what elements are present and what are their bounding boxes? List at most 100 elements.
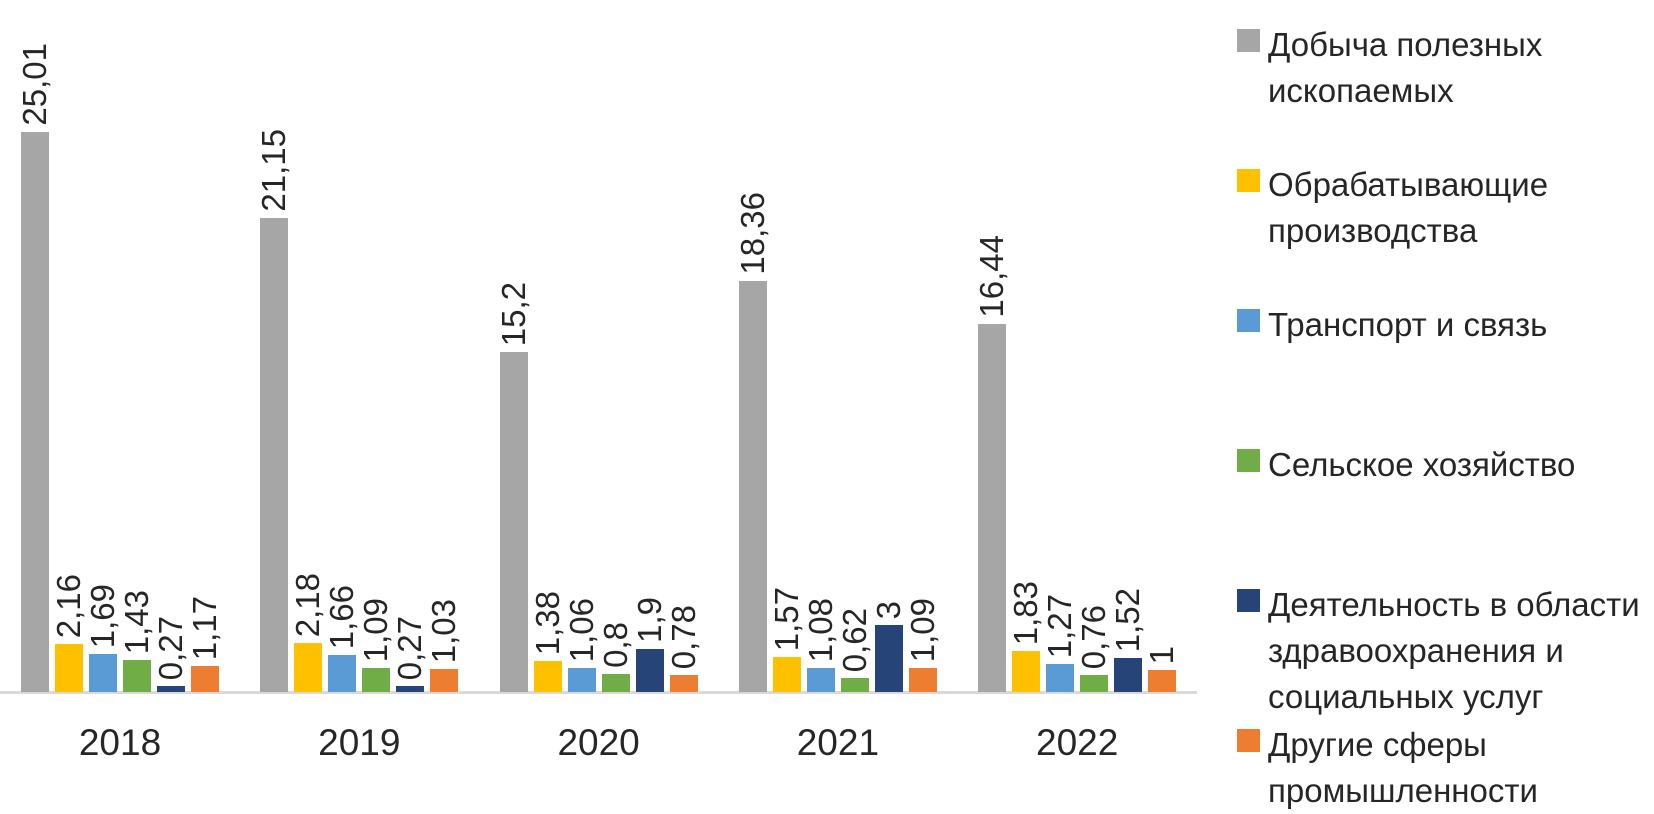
- bar-value-label: 0,78: [664, 604, 702, 669]
- x-axis-label-2019: 2019: [318, 722, 401, 763]
- bar-value-text: 0,27: [391, 615, 429, 680]
- bar-value-text: 1,43: [118, 589, 155, 654]
- bar-value-label: 0,8: [596, 622, 634, 668]
- bar-value-text: 1,38: [528, 590, 566, 655]
- bar-value-text: 1,17: [186, 595, 223, 660]
- bar-value-text: 16,44: [973, 235, 1011, 318]
- bar-value-text: 25,01: [16, 43, 53, 126]
- bar-2020-series-3: [601, 674, 630, 692]
- bar-value-text: 1,83: [1007, 580, 1045, 645]
- bar-2019-series-2: [328, 655, 357, 692]
- x-axis-label-2018: 2018: [78, 722, 162, 763]
- legend-label-line: здравоохранения и: [1268, 632, 1564, 669]
- bar-value-label: 21,15: [255, 129, 293, 212]
- bar-value-text: 1,9: [630, 597, 668, 643]
- bar-2018-series-5: [191, 666, 219, 692]
- bar-value-text: 2,18: [289, 572, 327, 637]
- bar-value-label: 1,9: [630, 597, 668, 643]
- bar-value-text: 1,06: [562, 597, 600, 662]
- bar-value-text: 1,03: [425, 598, 463, 663]
- bar-2019-series-5: [430, 669, 459, 692]
- bar-2020-series-5: [669, 675, 698, 692]
- legend-label-line: промышленности: [1268, 772, 1538, 809]
- legend-label: Деятельность в области здравоохранения и с…: [1268, 582, 1640, 720]
- bar-value-text: 1,69: [84, 583, 121, 648]
- bar-2020-series-4: [635, 649, 664, 692]
- bar-value-label: 2,16: [50, 573, 87, 638]
- legend-label: Сельское хозяйство: [1268, 442, 1575, 488]
- bar-2022-series-2: [1046, 664, 1075, 692]
- legend-swatch-icon: [1237, 29, 1260, 52]
- bar-2018-series-3: [123, 660, 151, 692]
- bar-2022-series-1: [1012, 651, 1041, 692]
- x-axis-label-2020: 2020: [557, 722, 640, 763]
- bar-value-text: 0,62: [835, 607, 873, 672]
- legend-swatch-icon: [1237, 309, 1260, 332]
- bar-value-label: 1,38: [528, 590, 566, 655]
- bar-value-label: 0,62: [835, 607, 873, 672]
- bar-value-label: 0,76: [1075, 604, 1113, 669]
- bar-2022-series-3: [1080, 675, 1109, 692]
- chart-legend: Добыча полезных ископаемых Обрабатывающие п…: [1237, 0, 1654, 809]
- bar-value-text: 0,27: [152, 615, 189, 680]
- bar-value-label: 1,27: [1041, 593, 1079, 658]
- legend-label-line: Сельское хозяйство: [1268, 446, 1576, 483]
- bar-value-label: 1,66: [323, 584, 361, 649]
- bar-value-text: 15,2: [494, 281, 532, 346]
- bar-2019-series-4: [396, 686, 425, 692]
- bar-value-text: 1,52: [1109, 587, 1147, 652]
- bar-value-text: 2,16: [50, 573, 87, 638]
- bar-value-label: 1,09: [903, 597, 941, 662]
- bar-value-label: 1,83: [1007, 580, 1045, 645]
- bar-value-label: 1,17: [186, 595, 223, 660]
- legend-label-line: Другие сферы: [1268, 726, 1487, 763]
- bar-value-label: 1,03: [425, 598, 463, 663]
- bar-value-text: 1,57: [767, 586, 805, 651]
- bar-2020-series-2: [567, 668, 596, 692]
- bar-2021-series-5: [908, 668, 937, 692]
- bar-value-label: 1,06: [562, 597, 600, 662]
- bar-2018-series-1: [55, 644, 83, 692]
- legend-swatch-icon: [1237, 729, 1260, 752]
- bar-2018-series-2: [89, 654, 117, 692]
- bar-2019-series-1: [294, 643, 323, 692]
- bar-value-label: 25,01: [16, 43, 53, 126]
- bar-2018-series-4: [157, 686, 185, 692]
- bar-value-text: 0,78: [664, 604, 702, 669]
- bar-value-label: 18,36: [733, 192, 771, 275]
- legend-item-3: Сельское хозяйство: [1237, 442, 1575, 488]
- legend-item-0: Добыча полезных ископаемых: [1237, 22, 1542, 114]
- x-axis-label-2022: 2022: [1036, 722, 1119, 763]
- bar-2022-series-0: [978, 324, 1007, 692]
- bar-value-text: 1,09: [903, 597, 941, 662]
- bar-value-label: 0,27: [391, 615, 429, 680]
- legend-label-line: Обрабатывающие: [1268, 166, 1549, 203]
- legend-swatch-icon: [1237, 589, 1260, 612]
- bar-2021-series-0: [738, 281, 767, 692]
- legend-label: Транспорт и связь: [1268, 302, 1547, 348]
- legend-swatch-icon: [1237, 169, 1260, 192]
- bar-value-text: 1,27: [1041, 593, 1079, 658]
- bar-value-text: 21,15: [255, 129, 293, 212]
- bar-value-text: 1,08: [801, 597, 839, 662]
- legend-label-line: производства: [1268, 212, 1478, 249]
- bar-value-text: 1,09: [357, 597, 395, 662]
- bar-value-label: 1,52: [1109, 587, 1147, 652]
- bar-2021-series-2: [806, 668, 835, 692]
- x-axis-label-2021: 2021: [796, 722, 880, 763]
- bar-value-label: 1: [1143, 646, 1180, 664]
- legend-item-5: Другие сферы промышленности: [1237, 722, 1538, 814]
- bar-value-label: 3: [869, 600, 907, 619]
- bar-value-label: 0,27: [152, 615, 189, 680]
- bar-value-text: 0,76: [1075, 604, 1113, 669]
- bar-value-text: 1,66: [323, 584, 361, 649]
- bar-2021-series-3: [840, 678, 869, 692]
- bar-value-text: 0,8: [596, 622, 634, 668]
- bar-value-text: 3: [869, 600, 907, 619]
- bar-2020-series-1: [533, 661, 562, 692]
- bar-2020-series-0: [499, 352, 528, 692]
- bar-2019-series-0: [260, 218, 289, 692]
- legend-swatch-icon: [1237, 449, 1260, 472]
- bar-value-text: 18,36: [733, 192, 771, 275]
- legend-label-line: социальных услуг: [1268, 678, 1544, 715]
